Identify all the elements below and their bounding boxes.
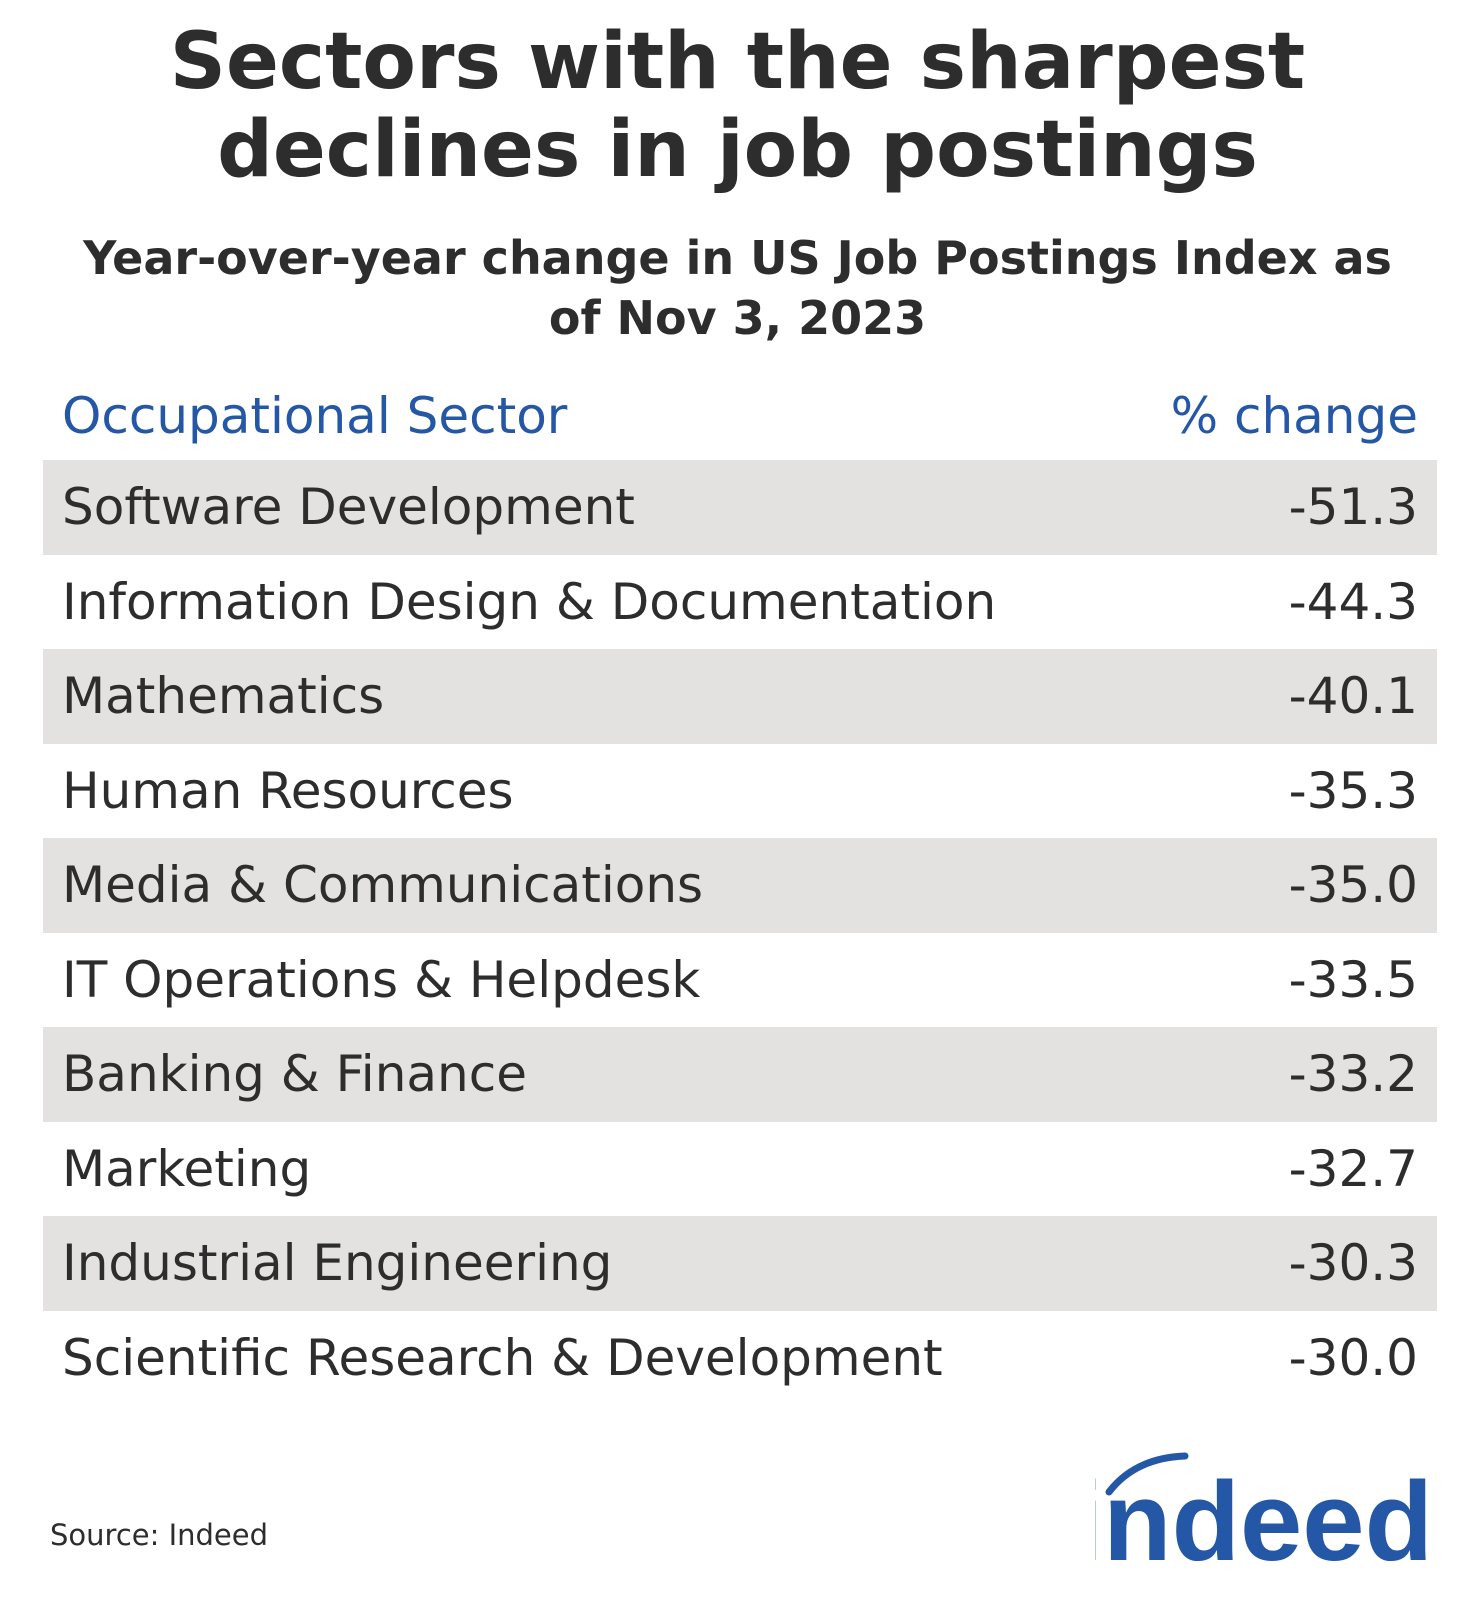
percent-change: -51.3 bbox=[1288, 478, 1418, 537]
sector-name: Industrial Engineering bbox=[62, 1234, 613, 1293]
sector-name: Media & Communications bbox=[62, 856, 704, 915]
title: Sectors with the sharpest declines in jo… bbox=[169, 17, 1306, 195]
sector-name: Banking & Finance bbox=[62, 1045, 527, 1104]
table-row: Software Development -51.3 bbox=[43, 460, 1437, 555]
table-row: Marketing -32.7 bbox=[43, 1122, 1437, 1217]
percent-change: -40.1 bbox=[1288, 667, 1418, 726]
source: Source: Indeed bbox=[50, 1518, 269, 1552]
percent-change: -44.3 bbox=[1288, 572, 1418, 631]
percent-change: -35.0 bbox=[1288, 856, 1418, 915]
table-row: Banking & Finance -33.2 bbox=[43, 1027, 1437, 1122]
table: Occupational Sector % change Software De… bbox=[43, 372, 1437, 1405]
sector-name: Scientific Research & Development bbox=[62, 1328, 943, 1387]
logo-text: indeed bbox=[1095, 1459, 1433, 1570]
table-header: Occupational Sector % change bbox=[43, 372, 1437, 460]
table-row: Human Resources -35.3 bbox=[43, 744, 1437, 839]
table-row: Media & Communications -35.0 bbox=[43, 838, 1437, 933]
percent-change: -30.0 bbox=[1288, 1328, 1418, 1387]
sector-name: Human Resources bbox=[62, 761, 514, 820]
sector-name: Marketing bbox=[62, 1139, 312, 1198]
sector-name: Information Design & Documentation bbox=[62, 572, 997, 631]
table-row: Industrial Engineering -30.3 bbox=[43, 1216, 1437, 1311]
sector-name: IT Operations & Helpdesk bbox=[62, 950, 701, 1009]
percent-change: -33.2 bbox=[1288, 1045, 1418, 1104]
logo: indeed bbox=[1095, 1452, 1433, 1570]
table-row: Scientific Research & Development -30.0 bbox=[43, 1311, 1437, 1406]
sector-name: Mathematics bbox=[62, 667, 385, 726]
logo-arc bbox=[1105, 1452, 1189, 1496]
table-row: IT Operations & Helpdesk -33.5 bbox=[43, 933, 1437, 1028]
column-header: % change bbox=[1170, 387, 1418, 445]
table-row: Mathematics -40.1 bbox=[43, 649, 1437, 744]
table-row: Information Design & Documentation -44.3 bbox=[43, 555, 1437, 650]
subtitle: Year-over-year change in US Job Postings… bbox=[83, 231, 1392, 345]
column-header: Occupational Sector bbox=[62, 387, 568, 445]
percent-change: -32.7 bbox=[1288, 1139, 1418, 1198]
sector-name: Software Development bbox=[62, 478, 635, 537]
percent-change: -35.3 bbox=[1288, 761, 1418, 820]
percent-change: -30.3 bbox=[1288, 1234, 1418, 1293]
percent-change: -33.5 bbox=[1288, 950, 1418, 1009]
